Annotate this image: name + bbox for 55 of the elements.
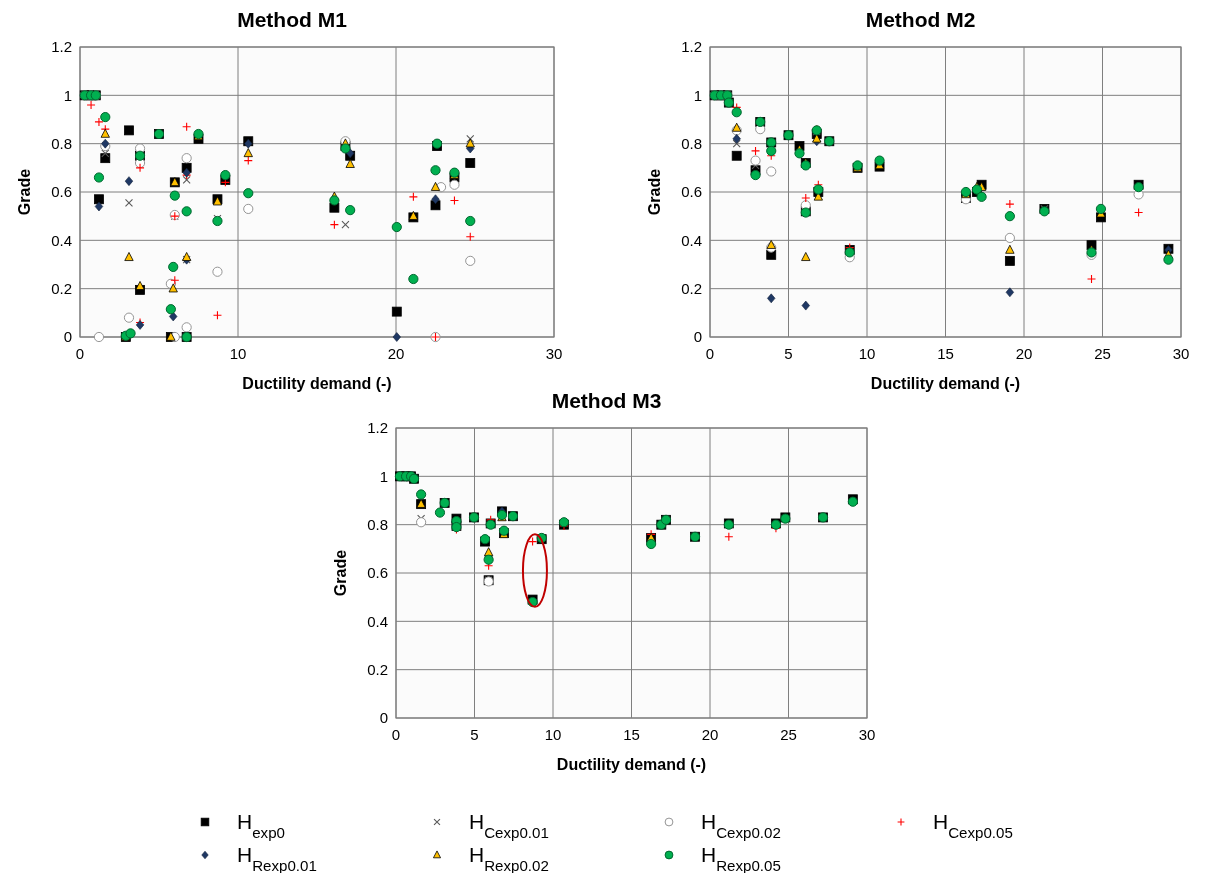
y-tick-label: 0.8	[681, 134, 702, 152]
y-tick-label: 1.2	[681, 38, 702, 56]
legend-label: H$_{Cexp0.02}$	[701, 810, 781, 841]
y-tick-label: 1	[379, 467, 388, 485]
x-tick-label: 20	[387, 345, 405, 362]
x-tick-label: 10	[229, 345, 247, 362]
x-tick-label: 0	[391, 726, 401, 743]
y-tick-label: 1	[63, 86, 72, 104]
y-tick-label: 0	[379, 709, 388, 727]
legend-label: H$_{Cexp0.01}$	[469, 810, 549, 841]
y-tick-label: 0.4	[367, 612, 388, 630]
legend-label: H$_{exp0}$	[237, 810, 285, 841]
y-tick-label: 0.8	[51, 134, 72, 152]
x-tick-label: 30	[858, 726, 876, 743]
x-axis-title: Ductility demand (-)	[870, 375, 1021, 392]
y-tick-label: 0.8	[367, 515, 388, 533]
x-tick-label: 10	[544, 726, 562, 743]
x-tick-label: 30	[545, 345, 563, 362]
y-tick-label: 0	[693, 328, 702, 346]
legend-label: H$_{Rexp0.05}$	[701, 843, 781, 873]
y-tick-label: 1.2	[51, 38, 72, 56]
x-tick-label: 10	[858, 345, 876, 362]
y-tick-label: 0.2	[367, 660, 388, 678]
chart-title: Method M2	[865, 8, 976, 31]
x-tick-label: 20	[701, 726, 719, 743]
x-tick-label: 5	[784, 345, 793, 362]
y-tick-label: 0.2	[681, 279, 702, 297]
y-axis-title: Grade	[16, 168, 33, 216]
x-axis-title: Ductility demand (-)	[556, 756, 707, 773]
x-axis-title: Ductility demand (-)	[242, 375, 392, 392]
y-tick-label: 0.4	[681, 231, 702, 249]
y-tick-label: 0.6	[681, 183, 702, 201]
y-tick-label: 1	[693, 86, 702, 104]
x-tick-label: 15	[937, 345, 954, 362]
x-tick-label: 20	[1015, 345, 1033, 362]
x-tick-label: 25	[780, 726, 797, 743]
y-tick-label: 1.2	[367, 419, 388, 437]
x-tick-label: 0	[75, 345, 85, 362]
x-tick-label: 30	[1172, 345, 1190, 362]
y-tick-label: 0.6	[51, 183, 72, 201]
x-tick-label: 5	[470, 726, 479, 743]
legend-label: H$_{Rexp0.01}$	[237, 843, 317, 873]
y-axis-title: Grade	[332, 549, 349, 597]
legend-label: H$_{Cexp0.05}$	[933, 810, 1013, 841]
y-tick-label: 0.4	[51, 231, 72, 249]
chart-title: Method M3	[551, 389, 662, 412]
y-tick-label: 0	[63, 328, 72, 346]
y-axis-title: Grade	[646, 168, 663, 216]
x-tick-label: 0	[705, 345, 715, 362]
chart-title: Method M1	[237, 8, 348, 31]
legend-label: H$_{Rexp0.02}$	[469, 843, 549, 873]
x-tick-label: 15	[623, 726, 640, 743]
y-tick-label: 0.6	[367, 564, 388, 582]
x-tick-label: 25	[1094, 345, 1111, 362]
y-tick-label: 0.2	[51, 279, 72, 297]
